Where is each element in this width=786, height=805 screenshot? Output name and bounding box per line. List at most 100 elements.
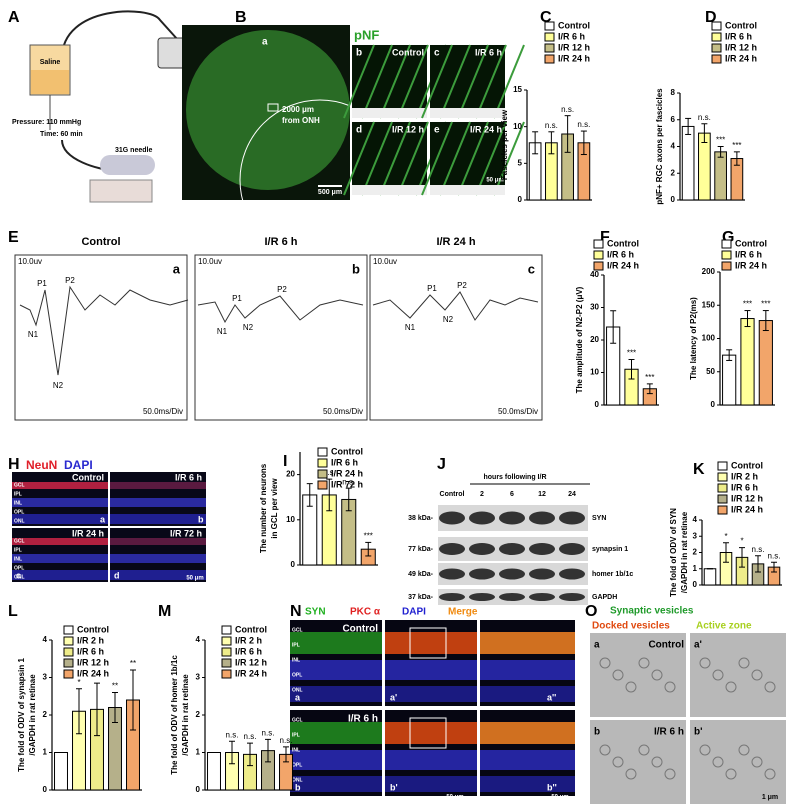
label: ONL <box>14 518 25 524</box>
significance: *** <box>364 532 373 541</box>
significance: n.s. <box>280 736 293 745</box>
inl-band <box>12 498 108 507</box>
vesicle <box>712 669 724 681</box>
label: 500 μm <box>318 189 342 196</box>
error-bar <box>345 487 352 512</box>
bar <box>54 752 68 791</box>
legend-swatch <box>593 261 604 271</box>
legend-label: I/R 24 h <box>735 260 767 270</box>
label: N1 <box>217 327 228 336</box>
panel-letter: O <box>585 603 597 620</box>
blot-band <box>559 511 585 525</box>
legend-swatch <box>63 625 74 635</box>
panel-letter: I <box>283 453 287 470</box>
y-tick-label: 10 <box>590 368 599 377</box>
legend-label: I/R 24 h <box>558 53 590 63</box>
axon-fascicle <box>361 44 393 119</box>
label: 2000 μm <box>282 105 314 114</box>
axon-fascicle <box>379 44 411 119</box>
y-tick-label: 0 <box>196 785 201 794</box>
label: I/R 6 h <box>175 472 202 482</box>
label: OPL <box>292 762 302 768</box>
blot-band <box>439 568 465 580</box>
inl-band <box>480 660 575 680</box>
label: c <box>528 261 535 276</box>
legend-swatch <box>221 625 232 635</box>
vesicle <box>664 768 676 780</box>
label: Control <box>392 47 424 57</box>
y-tick-label: 0 <box>693 580 698 589</box>
em-tile <box>690 633 786 717</box>
error-bar <box>628 359 635 380</box>
onl-band <box>480 686 575 702</box>
legend-swatch <box>721 250 732 260</box>
bar <box>698 132 711 201</box>
y-tick-label: 1 <box>693 564 698 573</box>
y-tick-label: 6 <box>671 115 676 124</box>
y-axis-title: /GAPDH in rat retinae <box>28 674 37 756</box>
y-axis-title: Fascicles per view <box>500 109 509 180</box>
error-bar <box>283 746 289 763</box>
inl-band <box>290 660 382 680</box>
y-tick-label: 50 <box>706 367 715 376</box>
axon-fascicle <box>457 44 489 119</box>
label: b <box>356 48 362 59</box>
y-tick-label: 40 <box>590 270 599 279</box>
vesicle <box>625 681 637 693</box>
label: Control <box>81 236 120 248</box>
label: 10.0uv <box>18 257 42 266</box>
error-bar <box>532 131 539 155</box>
legend-label: Control <box>735 238 767 248</box>
y-tick-label: 4 <box>196 635 201 644</box>
pnf-tile <box>430 45 505 118</box>
label: P1 <box>427 284 437 293</box>
blot-band <box>559 568 585 580</box>
y-tick-label: 2 <box>196 710 201 719</box>
inl-band <box>480 750 575 770</box>
error-bar <box>646 383 653 395</box>
legend-swatch <box>63 669 74 679</box>
significance: *** <box>716 136 725 145</box>
label: 50 μm <box>186 576 203 582</box>
erg-box <box>194 254 368 421</box>
axon-fascicle <box>457 121 489 196</box>
legend-label: I/R 24 h <box>235 668 267 678</box>
legend-swatch <box>317 447 328 457</box>
panel-letter: E <box>8 229 19 246</box>
onl-band <box>385 776 477 792</box>
label: a <box>594 640 600 651</box>
y-axis-title: /GAPDH in rat retinae <box>680 511 689 593</box>
blot-band <box>559 543 585 555</box>
em-tile <box>590 720 686 804</box>
y-tick-label: 15 <box>513 85 522 94</box>
axon-fascicle <box>397 121 429 196</box>
legend-label: I/R 24 h <box>607 260 639 270</box>
label: 10.0uv <box>373 257 397 266</box>
legend-swatch <box>593 250 604 260</box>
label: b'' <box>547 782 557 792</box>
legend-swatch <box>221 669 232 679</box>
label: b' <box>694 727 703 738</box>
label: Merge <box>448 607 478 618</box>
label: 50 μm <box>551 795 568 801</box>
legend-label: I/R 12 h <box>725 42 757 52</box>
zoom-box <box>409 627 447 659</box>
legend-label: I/R 24 h <box>77 668 109 678</box>
blot-band <box>469 543 495 555</box>
mouse-photo <box>89 179 153 203</box>
label: hours following I/R <box>484 474 547 481</box>
legend-swatch <box>711 43 722 53</box>
error-bar <box>265 738 271 763</box>
legend-swatch <box>711 32 722 42</box>
legend-label: I/R 6 h <box>558 31 585 41</box>
label: I/R 24 h <box>436 236 475 248</box>
blot-band <box>499 543 525 555</box>
significance: *** <box>732 141 741 150</box>
ipl-band <box>480 722 575 744</box>
vesicle <box>651 756 663 768</box>
label: 2 <box>480 491 484 498</box>
legend-label: I/R 72 h <box>331 479 363 489</box>
legend-swatch <box>721 239 732 249</box>
label: c <box>16 570 21 580</box>
